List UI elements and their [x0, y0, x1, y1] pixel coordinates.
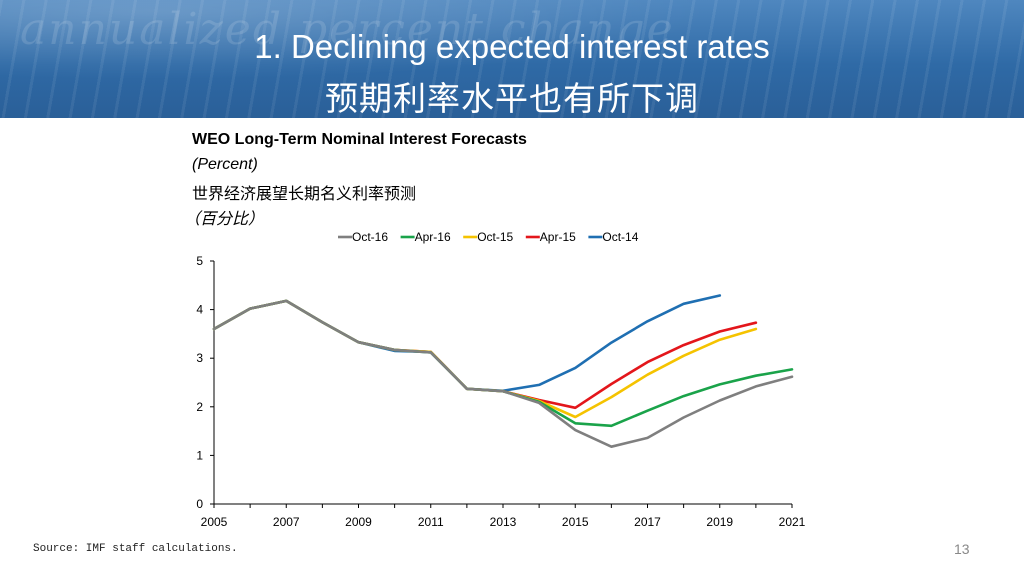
x-tick-label: 2009	[345, 515, 372, 529]
slide-title-chinese: 预期利率水平也有所下调	[325, 80, 699, 117]
chart-subtitle-chinese: （百分比）	[184, 211, 265, 228]
chart-title-chinese: 世界经济展望长期名义利率预测	[192, 186, 417, 203]
x-tick-label: 2011	[418, 515, 444, 529]
y-tick-label: 2	[196, 400, 203, 414]
x-tick-label: 2005	[201, 515, 228, 529]
slide-title-english: 1. Declining expected interest rates	[254, 28, 770, 65]
y-tick-label: 3	[196, 351, 203, 365]
x-tick-label: 2019	[706, 515, 733, 529]
y-tick-label: 0	[196, 497, 203, 511]
x-tick-label: 2015	[562, 515, 589, 529]
source-note: Source: IMF staff calculations.	[33, 543, 238, 555]
legend-label-oct-14: Oct-14	[602, 230, 638, 244]
y-tick-label: 1	[196, 448, 203, 462]
chart-title: WEO Long-Term Nominal Interest Forecasts	[192, 131, 527, 148]
page-number: 13	[954, 541, 970, 557]
x-tick-label: 2017	[634, 515, 661, 529]
banner-watermark: annualized percent change	[20, 4, 675, 55]
y-tick-label: 4	[196, 303, 203, 317]
x-tick-label: 2007	[273, 515, 300, 529]
chart-subtitle: (Percent)	[192, 156, 258, 173]
y-tick-label: 5	[196, 254, 203, 268]
legend-label-oct-16: Oct-16	[352, 230, 388, 244]
series-line-oct-16	[212, 299, 794, 448]
title-banner: annualized percent change 1. Declining e…	[0, 0, 1024, 118]
series-line-apr-15	[212, 299, 758, 410]
legend-label-oct-15: Oct-15	[477, 230, 513, 244]
legend-label-apr-15: Apr-15	[540, 230, 576, 244]
x-tick-label: 2013	[490, 515, 517, 529]
legend-label-apr-16: Apr-16	[415, 230, 451, 244]
x-tick-label: 2021	[779, 515, 806, 529]
